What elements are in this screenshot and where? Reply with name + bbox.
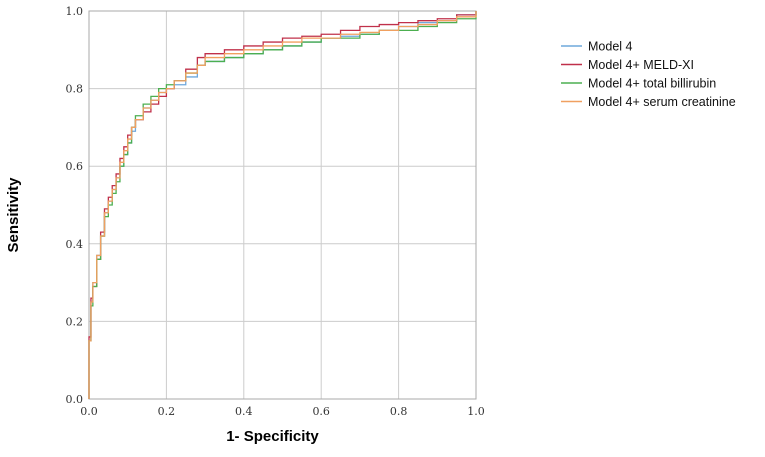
x-axis-title: 1- Specificity [226, 428, 319, 445]
y-axis-title: Sensitivity [5, 177, 22, 253]
legend-label: Model 4+ MELD-XI [588, 58, 694, 72]
y-tick-label: 0.8 [66, 83, 84, 96]
series-lines [88, 11, 477, 399]
legend-label: Model 4 [588, 40, 633, 54]
y-tick-label: 0.6 [66, 160, 84, 173]
legend: Model 4 Model 4+ MELD-XI Model 4+ total bi… [561, 40, 736, 109]
legend-item: Model 4+ serum creatinine [561, 95, 736, 109]
y-tick-label: 0.2 [66, 315, 84, 328]
legend-item: Model 4 [561, 40, 633, 54]
y-tick-label: 0.4 [66, 238, 84, 251]
x-tick-label: 1.0 [467, 405, 485, 418]
legend-item: Model 4+ MELD-XI [561, 58, 694, 72]
legend-label: Model 4+ total billirubin [588, 77, 716, 91]
y-tick-labels: 0.0 0.2 0.4 0.6 0.8 1.0 [66, 5, 84, 406]
x-tick-label: 0.8 [390, 405, 408, 418]
x-tick-label: 0.6 [312, 405, 330, 418]
grid [89, 11, 476, 399]
series-line-1 [88, 11, 477, 399]
legend-label: Model 4+ serum creatinine [588, 95, 736, 109]
series-line-4 [88, 11, 477, 399]
x-tick-label: 0.2 [158, 405, 176, 418]
legend-item: Model 4+ total billirubin [561, 77, 716, 91]
x-tick-labels: 0.0 0.2 0.4 0.6 0.8 1.0 [80, 405, 485, 418]
series-line-2 [88, 11, 477, 399]
plot-area-frame [88, 10, 477, 400]
y-tick-label: 0.0 [66, 393, 84, 406]
x-tick-label: 0.4 [235, 405, 253, 418]
series-line-3 [88, 11, 477, 399]
x-tick-label: 0.0 [80, 405, 98, 418]
y-tick-label: 1.0 [66, 5, 84, 18]
